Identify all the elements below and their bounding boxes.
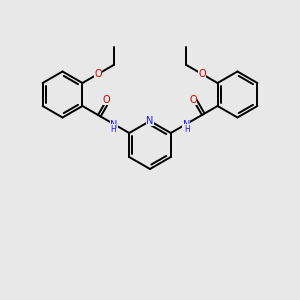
Text: N: N <box>146 116 154 126</box>
Text: N: N <box>110 120 117 130</box>
Text: N: N <box>183 120 190 130</box>
Text: H: H <box>110 124 116 134</box>
Text: O: O <box>190 95 197 105</box>
Text: H: H <box>184 124 190 134</box>
Text: O: O <box>198 69 206 79</box>
Text: O: O <box>94 69 102 79</box>
Text: O: O <box>103 95 110 105</box>
